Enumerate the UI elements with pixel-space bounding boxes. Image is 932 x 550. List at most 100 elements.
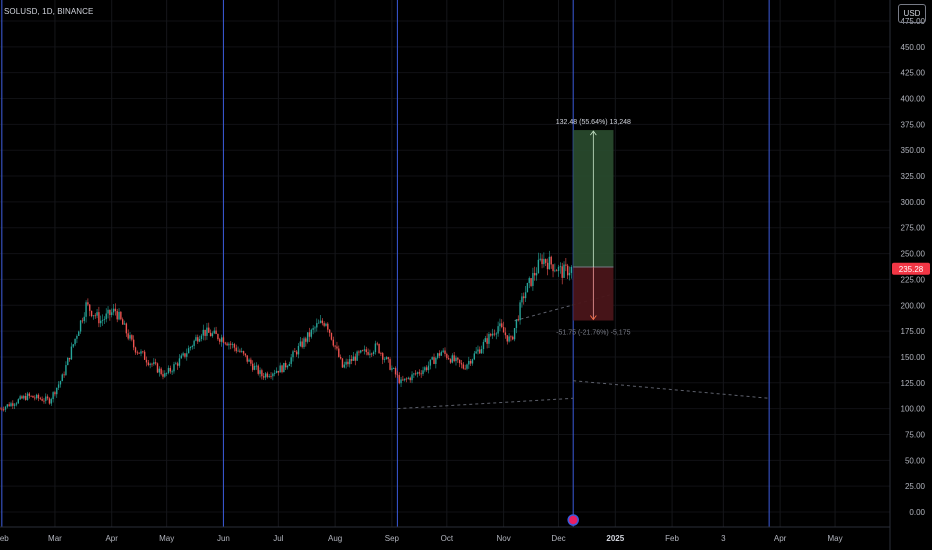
candle-body [314, 327, 316, 329]
candle-body [288, 363, 291, 367]
candle-body [211, 333, 214, 337]
candle-body [310, 329, 313, 337]
candle-body [94, 315, 96, 317]
candle-body [354, 356, 356, 361]
price-axis[interactable]: 475.00 450.00 425.00 400.00 375.00 350.00 325.… [889, 0, 926, 550]
candle-body [513, 328, 516, 340]
candle-body [444, 350, 446, 354]
price-tick-label: 125.00 [901, 379, 926, 388]
candle-body [184, 353, 186, 357]
candle-body [219, 339, 221, 342]
candle-body [488, 334, 490, 344]
candle-body [162, 374, 164, 377]
candle-body [131, 335, 133, 340]
candle-body [83, 316, 85, 321]
candle-body [111, 312, 113, 316]
candle-body [317, 322, 320, 324]
candle-body [176, 363, 179, 366]
candle-body [563, 264, 565, 278]
price-tick-label: 225.00 [901, 275, 926, 284]
candle-body [50, 399, 52, 404]
candle-body [469, 360, 472, 364]
candle-body [387, 357, 389, 360]
candle-body [145, 359, 148, 363]
candle-body [125, 323, 128, 334]
candle-body [28, 393, 31, 396]
candle-body [292, 351, 294, 358]
candle-body [374, 343, 377, 353]
candle-body [281, 365, 283, 373]
candle-body [120, 311, 122, 320]
price-tick-label: 250.00 [901, 250, 926, 259]
candle-body [336, 346, 338, 349]
candle-body [154, 362, 157, 364]
time-tick-label: May [827, 534, 842, 543]
candle-body [367, 352, 369, 355]
candle-body [339, 356, 342, 359]
candle-body [72, 344, 74, 347]
candle-body [191, 345, 193, 347]
candle-body [222, 337, 225, 343]
candle-body [321, 320, 324, 324]
symbol-info: SOLUSD, 1D, BINANCE [4, 7, 94, 16]
candle-body [235, 347, 237, 352]
candle-body [61, 374, 63, 382]
candle-body [383, 359, 386, 360]
candle-body [350, 359, 353, 361]
currency-button[interactable]: USD [898, 4, 926, 23]
candle-body [74, 338, 76, 345]
candle-body [35, 394, 38, 399]
candle-body [550, 256, 552, 265]
candle-body [186, 353, 188, 357]
price-tick-label: 175.00 [901, 327, 926, 336]
time-axis[interactable]: Feb Mar Apr May Jun Jul Aug Sep Oct Nov Dec 2025 Feb… [0, 514, 890, 543]
price-tick-label: 300.00 [901, 198, 926, 207]
candle-body [189, 346, 192, 349]
candle-body [151, 363, 153, 365]
candle-body [534, 273, 536, 276]
candle-body [303, 338, 305, 348]
trend-line [573, 380, 770, 399]
candle-body [149, 363, 151, 365]
vertical-lines [1, 0, 770, 527]
time-tick-label: Feb [0, 534, 9, 543]
candlesticks [0, 250, 573, 413]
candle-body [429, 359, 432, 366]
candle-body [427, 365, 430, 371]
long-position-tool[interactable]: 132.48 (55.64%) 13,248 -51.75 (-21.76%) -… [556, 119, 631, 336]
candle-body [290, 357, 292, 364]
candle-body [297, 345, 300, 355]
candle-body [561, 266, 563, 278]
candle-body [345, 361, 347, 365]
candle-body [253, 365, 256, 370]
candle-body [308, 332, 311, 337]
price-tick-label: 375.00 [901, 120, 926, 129]
candle-body [261, 370, 263, 377]
candle-body [338, 348, 340, 357]
candle-body [398, 375, 400, 384]
candle-body [530, 278, 532, 286]
time-tick-label: 3 [721, 534, 726, 543]
candle-body [21, 396, 23, 399]
candle-body [420, 373, 422, 375]
time-tick-label: Apr [105, 534, 118, 543]
candle-body [231, 344, 234, 345]
time-tick-label: Apr [774, 534, 787, 543]
candle-body [365, 349, 367, 353]
candle-body [305, 338, 307, 342]
candle-body [482, 341, 485, 350]
time-tick-label: Oct [441, 534, 454, 543]
candle-body [164, 373, 166, 377]
candle-body [158, 368, 161, 373]
candle-body [182, 353, 184, 356]
candle-body [233, 344, 236, 348]
candle-body [378, 343, 380, 354]
profit-label: 132.48 (55.64%) 13,248 [556, 119, 631, 126]
trend-line [514, 294, 610, 322]
candle-body [545, 259, 547, 263]
candle-body [328, 329, 331, 333]
candle-body [165, 372, 168, 374]
candle-body [532, 273, 534, 286]
candle-body [224, 342, 226, 344]
